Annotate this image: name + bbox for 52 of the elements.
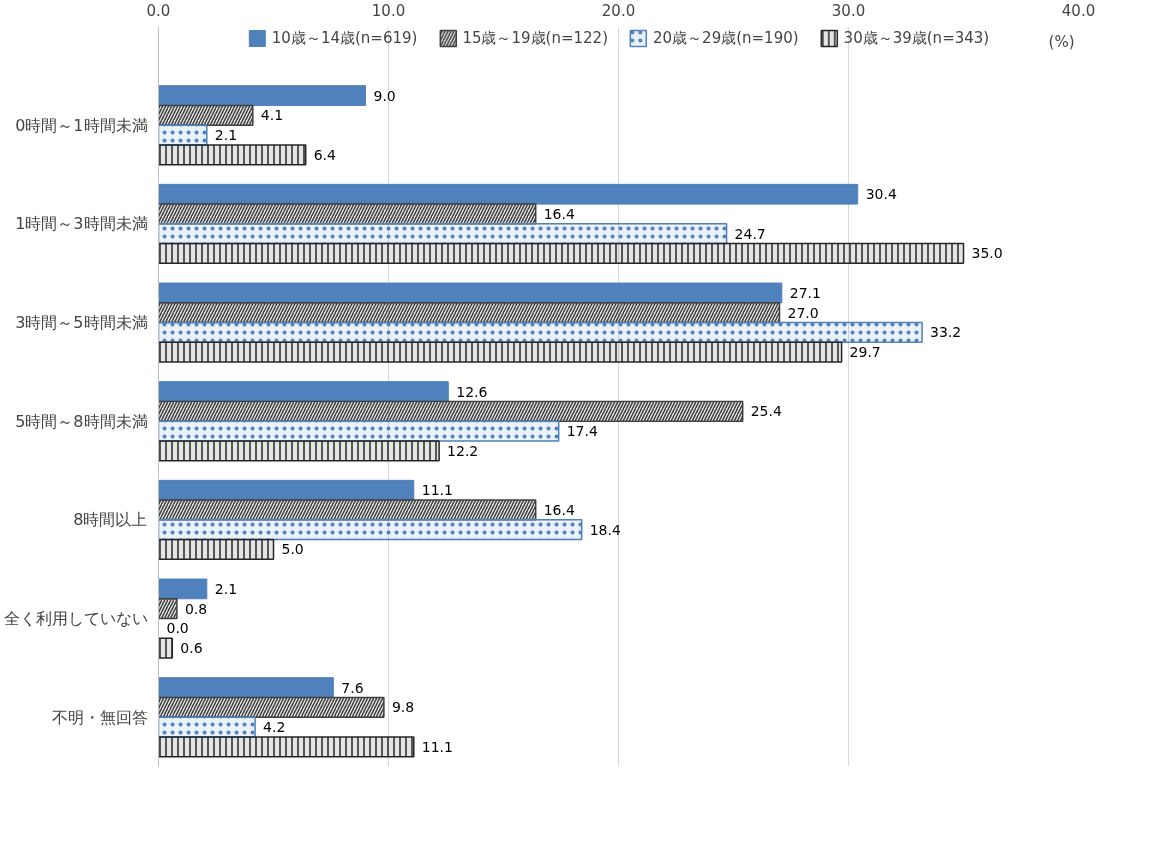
data-label: 24.7 — [734, 225, 766, 242]
data-label: 30.4 — [865, 186, 897, 203]
legend-label: 10歳～14歳(n=619) — [271, 28, 418, 48]
data-label: 2.1 — [214, 127, 238, 144]
data-label: 7.6 — [341, 679, 364, 696]
data-label: 0.8 — [184, 600, 208, 617]
data-label: 29.7 — [849, 344, 881, 361]
data-label: 11.1 — [421, 738, 453, 755]
data-label: 0.6 — [180, 640, 203, 657]
bar — [158, 183, 859, 205]
x-tick-label: 0.0 — [146, 1, 171, 20]
bar — [158, 85, 366, 106]
data-label: 12.6 — [456, 383, 488, 400]
data-label: 2.1 — [214, 580, 238, 597]
data-label: 27.1 — [789, 284, 821, 301]
x-tick-label: 20.0 — [601, 1, 636, 20]
data-label: 16.4 — [543, 205, 575, 222]
y-tick-label: 5時間～8時間未満 — [15, 411, 148, 431]
data-label: 16.4 — [543, 501, 575, 518]
bar — [158, 578, 208, 600]
data-label: 0.0 — [166, 620, 189, 637]
y-tick-label: 不明・無回答 — [51, 707, 148, 727]
data-label: 35.0 — [971, 245, 1003, 262]
legend-label: 20歳～29歳(n=190) — [653, 28, 799, 48]
bar — [158, 479, 415, 501]
legend-label: 30歳～39歳(n=343) — [843, 28, 990, 48]
data-label: 6.4 — [313, 146, 337, 163]
data-label: 17.4 — [566, 423, 598, 440]
data-label: 25.4 — [750, 403, 782, 420]
data-label: 18.4 — [589, 521, 621, 538]
y-tick-label: 3時間～5時間未満 — [15, 313, 148, 332]
data-label: 33.2 — [930, 324, 962, 341]
x-tick-label: 10.0 — [371, 1, 406, 20]
y-tick-label: 全く利用していない — [3, 609, 148, 628]
y-tick-label: 0時間～1時間未満 — [15, 115, 148, 135]
data-label: 27.0 — [787, 304, 819, 321]
y-tick-label: 1時間～3時間未満 — [15, 214, 148, 234]
data-label: 9.0 — [373, 87, 396, 104]
data-label: 5.0 — [281, 541, 304, 558]
legend-label: 15歳～19歳(n=122) — [462, 28, 608, 48]
bar — [158, 381, 449, 402]
x-axis-title: (%) — [1048, 32, 1075, 51]
data-label: 11.1 — [421, 482, 453, 499]
data-label: 4.1 — [260, 107, 284, 124]
data-label: 4.2 — [263, 719, 286, 736]
data-label: 9.8 — [391, 699, 415, 716]
data-label: 12.2 — [447, 442, 479, 459]
x-tick-label: 40.0 — [1061, 1, 1096, 20]
bar — [158, 677, 334, 698]
bar — [158, 282, 783, 304]
y-tick-label: 8時間以上 — [73, 510, 148, 530]
x-tick-label: 30.0 — [831, 1, 866, 20]
